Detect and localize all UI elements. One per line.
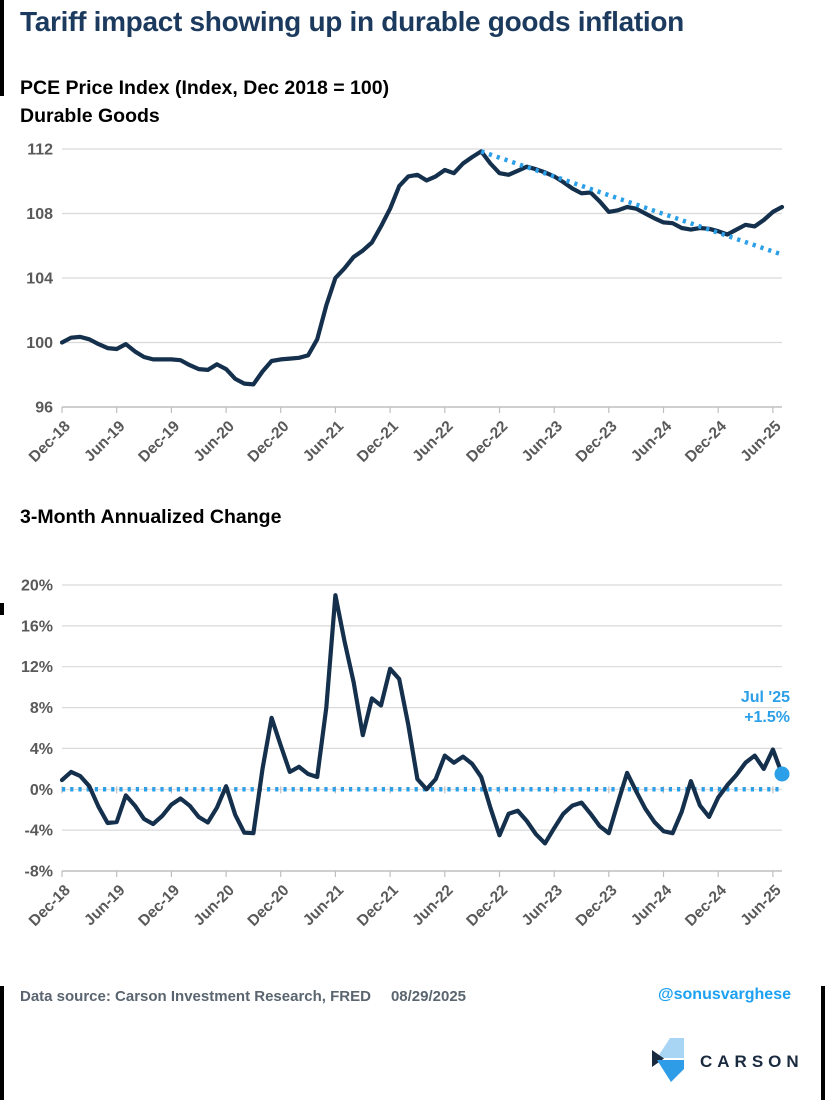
right-border-bottom xyxy=(821,986,825,1100)
left-border-top xyxy=(0,0,4,96)
x-axis-tick-label: Jun-22 xyxy=(409,882,456,929)
3-month-annualized-change-line xyxy=(59,593,785,846)
x-axis-tick-label: Jun-24 xyxy=(628,882,676,930)
annotation-value-label: +1.5% xyxy=(744,709,790,726)
x-axis-tick-label: Dec-23 xyxy=(573,418,621,466)
y-axis-tick-label: 108 xyxy=(26,206,53,223)
page-title: Tariff impact showing up in durable good… xyxy=(20,6,684,37)
x-axis-tick-label: Dec-19 xyxy=(135,882,183,930)
x-axis-tick-label: Jun-22 xyxy=(409,418,456,465)
x-axis-tick-label: Dec-21 xyxy=(354,882,402,930)
twitter-handle[interactable]: @sonusvarghese xyxy=(658,986,791,1003)
data-source-text: Data source: Carson Investment Research,… xyxy=(20,988,371,1005)
carson-logo: CARSON xyxy=(650,1036,810,1094)
carson-logo-text: CARSON xyxy=(700,1052,804,1071)
x-axis-tick-label: Jun-19 xyxy=(81,882,129,930)
logo-triangle-light xyxy=(657,1038,684,1058)
y-axis-tick-label: -8% xyxy=(25,864,53,881)
x-axis-tick-label: Jun-23 xyxy=(519,882,567,930)
x-axis-tick-label: Dec-18 xyxy=(26,882,74,930)
x-axis-tick-label: Dec-24 xyxy=(682,882,730,930)
left-border-mid-tick xyxy=(0,603,4,615)
x-axis-tick-label: Jun-20 xyxy=(191,882,238,929)
y-axis-tick-label: 12% xyxy=(21,659,53,676)
y-axis-tick-label: 4% xyxy=(30,741,53,758)
y-axis-tick-label: 8% xyxy=(30,700,53,717)
annotation-date-label: Jul '25 xyxy=(741,689,790,706)
x-axis-tick-label: Jun-25 xyxy=(737,418,785,466)
carson-logo-icon xyxy=(652,1038,684,1082)
annualized-change-chart: 20%16%12%8%4%0%-4%-8%Dec-18 Jun-19 Dec-19 J… xyxy=(21,578,790,930)
data-source-note: Data source: Carson Investment Research,… xyxy=(20,988,466,1005)
downtrend-dotted-line xyxy=(480,149,783,257)
y-axis-tick-label: 0% xyxy=(30,782,53,799)
x-axis-tick-label: Dec-21 xyxy=(354,418,402,466)
x-axis-tick-label: Dec-20 xyxy=(245,882,293,930)
left-border-bottom xyxy=(0,986,4,1100)
y-axis-tick-label: -4% xyxy=(25,823,53,840)
y-axis-tick-label: 112 xyxy=(27,142,53,159)
latest-point-marker xyxy=(774,766,790,782)
x-axis-tick-label: Jun-21 xyxy=(300,418,348,466)
y-axis-tick-label: 20% xyxy=(21,578,53,595)
x-axis-tick-label: Dec-19 xyxy=(135,418,183,466)
x-axis-tick-label: Jun-23 xyxy=(519,418,567,466)
x-axis-tick-label: Dec-22 xyxy=(463,418,511,466)
x-axis-tick-label: Dec-23 xyxy=(573,882,621,930)
x-axis-tick-label: Dec-24 xyxy=(682,418,730,466)
logo-triangle-dark xyxy=(652,1050,664,1067)
x-axis-tick-label: Jun-25 xyxy=(737,882,785,930)
chart2-title: 3-Month Annualized Change xyxy=(20,506,282,528)
chart1-subtitle: Durable Goods xyxy=(20,105,160,127)
chart1-heading: PCE Price Index (Index, Dec 2018 = 100) … xyxy=(20,74,389,130)
x-axis-tick-label: Dec-20 xyxy=(245,418,293,466)
logo-triangle-mid xyxy=(657,1060,684,1082)
x-axis-tick-label: Jun-20 xyxy=(191,418,238,465)
y-axis-tick-label: 16% xyxy=(21,618,53,635)
x-axis-tick-label: Jun-24 xyxy=(628,418,676,466)
chart1-title: PCE Price Index (Index, Dec 2018 = 100) xyxy=(20,77,390,99)
pce-durable-goods-price-index-line xyxy=(59,149,785,387)
x-axis-tick-label: Dec-22 xyxy=(463,882,511,930)
x-axis-tick-label: Jun-21 xyxy=(300,882,348,930)
y-axis-tick-label: 104 xyxy=(26,271,53,288)
y-axis-tick-label: 100 xyxy=(26,335,53,352)
y-axis-tick-label: 96 xyxy=(35,400,53,417)
x-axis-tick-label: Jun-19 xyxy=(81,418,129,466)
data-source-date: 08/29/2025 xyxy=(390,988,467,1005)
x-axis-tick-label: Dec-18 xyxy=(26,418,74,466)
